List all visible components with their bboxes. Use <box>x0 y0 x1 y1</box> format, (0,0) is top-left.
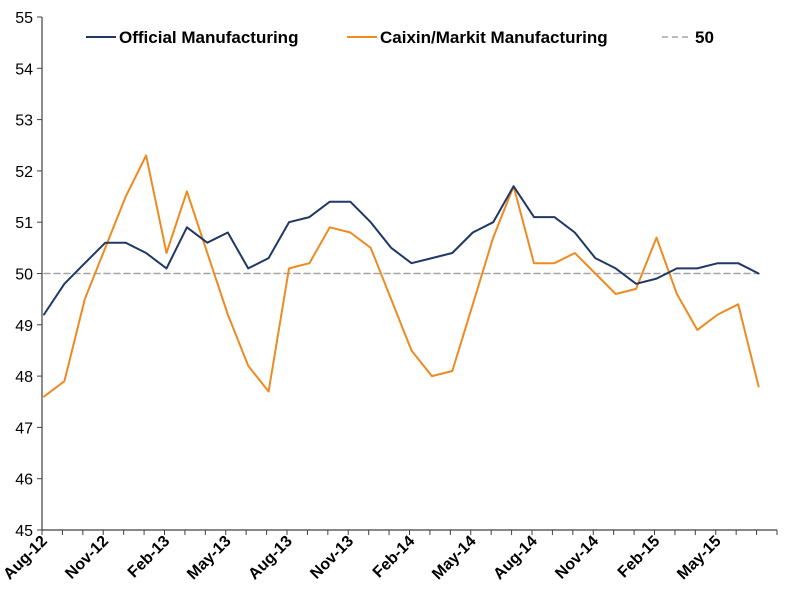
legend-label: Caixin/Markit Manufacturing <box>380 28 608 47</box>
legend-caixin-markit-manufacturing: Caixin/Markit Manufacturing <box>347 28 608 47</box>
x-tick-label: Feb-14 <box>370 533 419 582</box>
legend-50: 50 <box>662 28 714 47</box>
x-tick-label: May-13 <box>184 533 234 583</box>
y-tick-label: 50 <box>15 267 33 284</box>
legend-label: 50 <box>695 28 714 47</box>
x-tick-label: Feb-15 <box>615 533 664 582</box>
x-tick-label: Nov-13 <box>307 533 357 583</box>
y-tick-label: 45 <box>15 523 33 540</box>
y-tick-label: 52 <box>15 164 33 181</box>
y-axis: 45 46 47 48 49 50 51 52 53 54 55 <box>15 10 43 540</box>
x-axis: Aug-12 Nov-12 Feb-13 May-13 Aug-13 Nov-13 Feb-… <box>0 529 778 583</box>
series-line-caixin-markit-manufacturing <box>43 154 760 398</box>
x-tick-label: Nov-14 <box>552 533 602 583</box>
x-tick-label: Nov-12 <box>62 533 112 583</box>
legend: Official Manufacturing Caixin/Markit Manu… <box>86 28 714 47</box>
x-tick-label: Aug-13 <box>245 533 295 583</box>
y-tick-label: 53 <box>15 113 33 130</box>
legend-label: Official Manufacturing <box>119 28 298 47</box>
series-layer <box>43 154 760 398</box>
legend-official-manufacturing: Official Manufacturing <box>86 28 298 47</box>
y-tick-label: 49 <box>15 318 33 335</box>
y-tick-label: 47 <box>15 420 33 437</box>
y-tick-label: 46 <box>15 472 33 489</box>
y-tick-label: 55 <box>15 10 33 27</box>
series-line-official-manufacturing <box>43 185 760 316</box>
y-tick-label: 51 <box>15 215 33 232</box>
x-tick-label: Aug-12 <box>0 533 50 583</box>
x-tick-label: Feb-13 <box>125 533 174 582</box>
y-tick-label: 48 <box>15 369 33 386</box>
x-tick-label: May-14 <box>429 533 479 583</box>
x-tick-label: Aug-14 <box>490 533 540 583</box>
x-tick-label: May-15 <box>674 533 724 583</box>
y-tick-label: 54 <box>15 61 33 78</box>
